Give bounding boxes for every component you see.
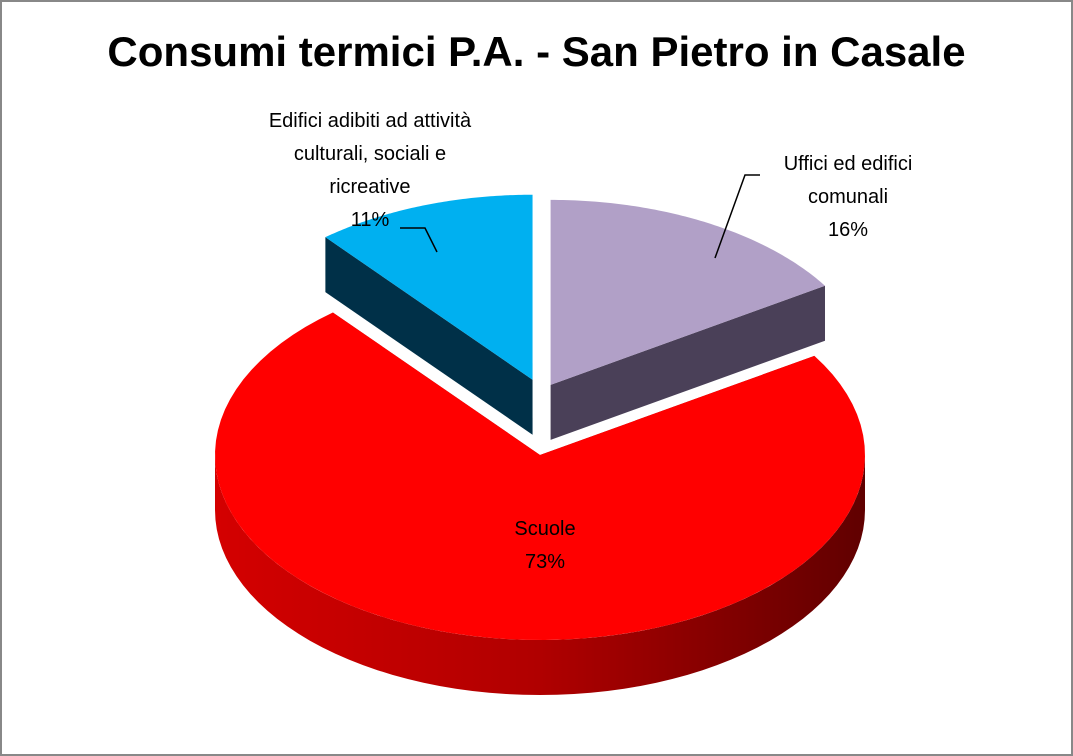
value-label: 73% (524, 551, 566, 573)
pie (215, 194, 865, 695)
slice (550, 199, 826, 385)
chart-title: Consumi termici P.A. - San Pietro in Cas… (107, 28, 966, 75)
slice (215, 312, 865, 640)
value-label: 16% (827, 219, 869, 241)
value-label: 11% (350, 209, 390, 231)
slice-side (325, 237, 533, 435)
slice (325, 194, 533, 380)
leader-line (714, 174, 760, 259)
data-label: Edifici adibiti ad attività culturali, s… (260, 105, 480, 237)
slice-wall (215, 455, 865, 695)
category-label: Edifici adibiti ad attività culturali, s… (268, 110, 472, 198)
category-label: Uffici ed edifici comunali (783, 153, 913, 208)
data-label: Scuole 73% (445, 513, 645, 579)
category-label: Scuole (514, 518, 576, 540)
slice-side (550, 285, 826, 440)
data-label: Uffici ed edifici comunali 16% (753, 148, 943, 247)
leader-line (400, 227, 438, 253)
